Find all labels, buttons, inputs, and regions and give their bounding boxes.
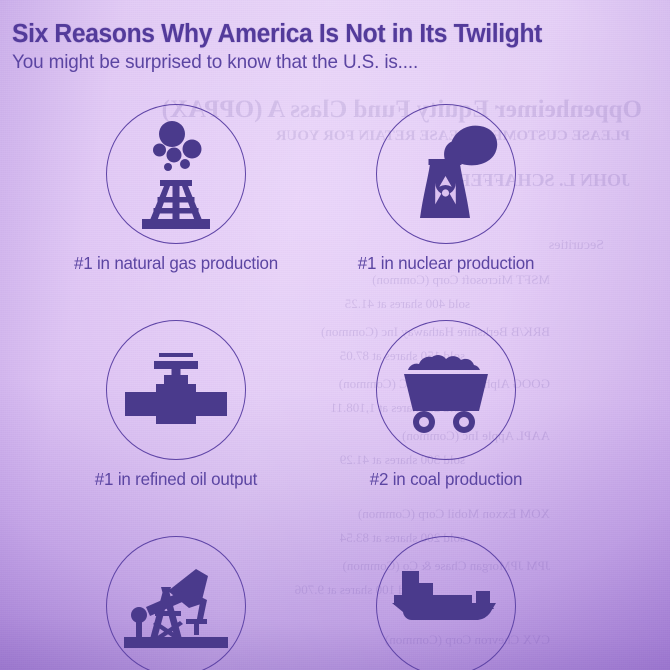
reasons-row: #1 in natural gas production bbox=[0, 104, 670, 320]
reason-caption: #1 in refined oil output bbox=[94, 469, 258, 489]
reasons-row: #1 in refined oil output bbox=[0, 320, 670, 536]
reason-caption: #1 in nuclear production bbox=[357, 253, 535, 273]
icon-circle bbox=[106, 104, 246, 244]
page-title: Six Reasons Why America Is Not in Its Tw… bbox=[12, 20, 543, 48]
icon-circle bbox=[376, 320, 516, 460]
reasons-grid: #1 in natural gas production bbox=[0, 104, 670, 670]
cargo-ship-icon bbox=[392, 571, 496, 621]
oil-pumpjack-icon bbox=[124, 569, 228, 648]
icon-circle bbox=[106, 536, 246, 670]
icon-circle bbox=[376, 536, 516, 670]
icon-circle bbox=[376, 104, 516, 244]
reason-caption: #2 in coal production bbox=[369, 469, 523, 489]
reason-caption: #1 in natural gas production bbox=[73, 253, 279, 273]
gas-derrick-icon bbox=[142, 121, 210, 229]
reasons-row bbox=[0, 536, 670, 670]
reason-item-coal: #2 in coal production bbox=[312, 320, 580, 490]
page-subtitle: You might be surprised to know that the … bbox=[12, 51, 419, 74]
pipeline-valve-icon bbox=[125, 353, 227, 424]
reason-item-oil-pump bbox=[42, 536, 310, 670]
reason-item-shipping bbox=[312, 536, 580, 670]
reason-item-natural-gas: #1 in natural gas production bbox=[42, 104, 310, 274]
nuclear-cooling-tower-icon bbox=[420, 125, 498, 218]
header: Six Reasons Why America Is Not in Its Tw… bbox=[0, 20, 670, 74]
coal-cart-icon bbox=[404, 355, 488, 433]
reason-item-refined-oil: #1 in refined oil output bbox=[42, 320, 310, 490]
icon-circle bbox=[106, 320, 246, 460]
reason-item-nuclear: #1 in nuclear production bbox=[312, 104, 580, 274]
